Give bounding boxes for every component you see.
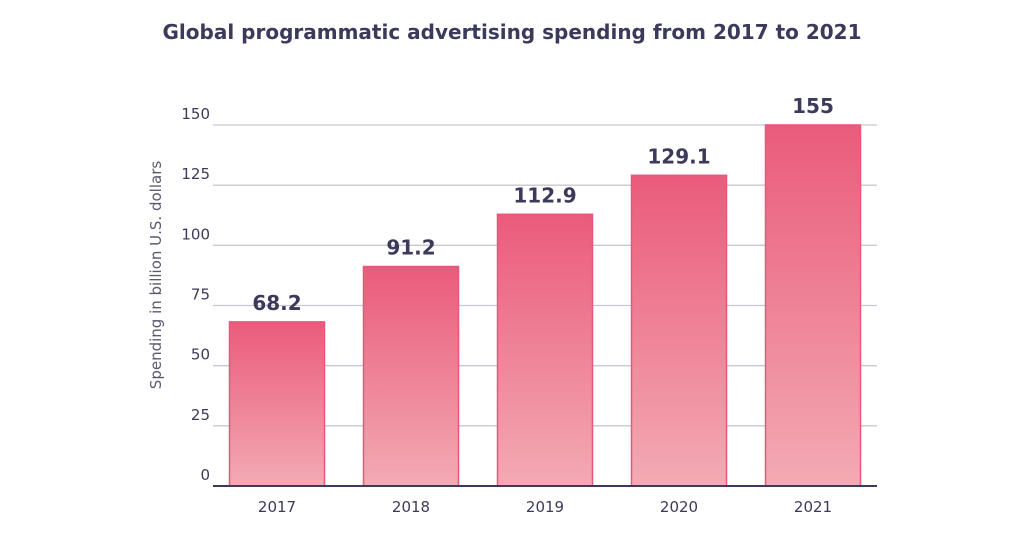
chart-title: Global programmatic advertising spending… xyxy=(162,20,862,44)
y-tick-label: 0 xyxy=(200,466,210,484)
bar-2019 xyxy=(496,213,594,487)
data-label-2019: 112.9 xyxy=(513,183,576,207)
x-tick-label-2021: 2021 xyxy=(794,498,832,516)
y-tick-label: 50 xyxy=(191,346,210,364)
bar-2017 xyxy=(228,321,326,487)
bar-2018 xyxy=(362,265,460,487)
x-tick-label-2019: 2019 xyxy=(526,498,564,516)
x-tick-label-2020: 2020 xyxy=(660,498,698,516)
y-axis-label: Spending in billion U.S. dollars xyxy=(147,161,165,390)
y-tick-label: 75 xyxy=(191,286,210,304)
y-tick-label: 125 xyxy=(181,165,210,183)
x-tick-label-2018: 2018 xyxy=(392,498,430,516)
y-tick-label: 150 xyxy=(181,105,210,123)
data-label-2020: 129.1 xyxy=(647,144,710,168)
x-tick-label-2017: 2017 xyxy=(258,498,296,516)
data-label-2017: 68.2 xyxy=(252,291,301,315)
data-label-2021: 155 xyxy=(792,94,834,118)
bar-2021 xyxy=(764,124,862,487)
bar-2020 xyxy=(630,174,728,487)
data-label-2018: 91.2 xyxy=(386,236,435,260)
y-tick-label: 100 xyxy=(181,225,210,243)
y-tick-label: 25 xyxy=(191,406,210,424)
